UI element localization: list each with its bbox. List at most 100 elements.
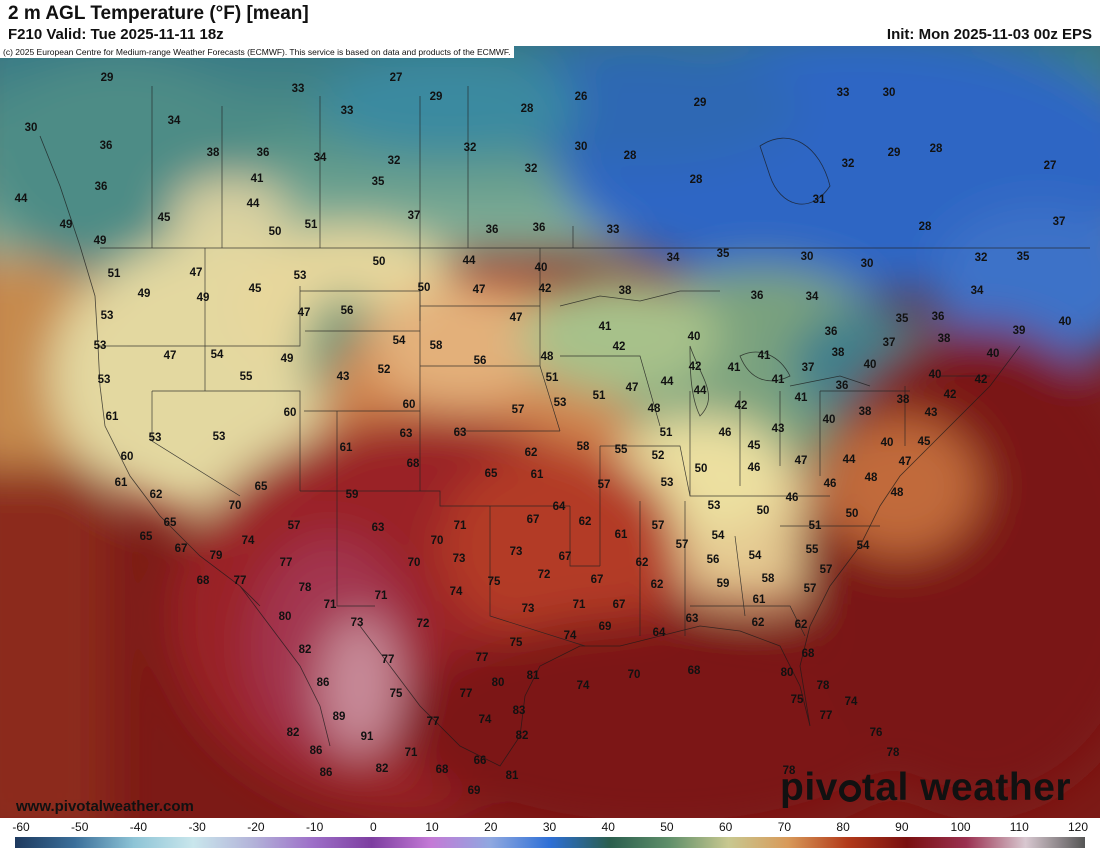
temperature-label: 44	[661, 376, 674, 388]
legend-tick-label: 50	[660, 820, 674, 834]
legend-tick-label: 60	[718, 820, 733, 834]
legend-tick-label: 70	[777, 820, 792, 834]
temperature-label: 64	[653, 627, 666, 639]
temperature-label: 57	[652, 520, 665, 532]
temperature-label: 42	[613, 341, 626, 353]
temperature-label: 59	[346, 489, 359, 501]
temperature-label: 48	[541, 351, 554, 363]
temperature-label: 49	[281, 353, 294, 365]
temperature-label: 50	[373, 256, 386, 268]
temperature-label: 82	[516, 730, 529, 742]
temperature-label: 81	[506, 770, 519, 782]
temperature-label: 29	[694, 97, 707, 109]
temperature-label: 38	[897, 394, 910, 406]
legend-tick-label: -10	[305, 820, 324, 834]
temperature-label: 41	[251, 173, 264, 185]
temperature-label: 42	[944, 389, 957, 401]
temperature-label: 53	[98, 374, 111, 386]
temperature-label: 31	[813, 194, 826, 206]
temperature-label: 28	[521, 103, 534, 115]
temperature-label: 40	[823, 414, 836, 426]
temperature-map-svg: 29 27 33 29 28 26 29 33 30 30 34 33 36 38 36 34 32 32 30 28…	[0, 46, 1100, 818]
temperature-label: 78	[299, 582, 312, 594]
temperature-label: 74	[577, 680, 590, 692]
website-url[interactable]: www.pivotalweather.com	[16, 798, 194, 815]
temperature-label: 38	[207, 147, 220, 159]
temperature-label: 61	[531, 469, 544, 481]
temperature-label: 41	[795, 392, 808, 404]
temperature-label: 50	[418, 282, 431, 294]
temperature-labels: 29 27 33 29 28 26 29 33 30 30 34 33 36 38 36 34 32 32 30 28…	[15, 72, 1072, 797]
temperature-label: 74	[564, 630, 577, 642]
temperature-label: 82	[287, 727, 300, 739]
temperature-label: 80	[492, 677, 505, 689]
legend-tick-label: 100	[950, 820, 971, 834]
temperature-label: 54	[393, 335, 406, 347]
temperature-label: 62	[150, 489, 163, 501]
temperature-label: 50	[757, 505, 770, 517]
temperature-label: 70	[431, 535, 444, 547]
legend-tick-label: 20	[484, 820, 498, 834]
temperature-label: 40	[929, 369, 942, 381]
temperature-label: 30	[801, 251, 814, 263]
temperature-label: 61	[106, 411, 119, 423]
temperature-label: 36	[95, 181, 108, 193]
temperature-label: 73	[453, 553, 466, 565]
temperature-label: 77	[427, 716, 440, 728]
temperature-label: 63	[686, 613, 699, 625]
temperature-label: 30	[25, 122, 38, 134]
state-borders	[98, 86, 1090, 647]
temperature-label: 28	[919, 221, 932, 233]
temperature-label: 49	[60, 219, 73, 231]
temperature-label: 61	[753, 594, 766, 606]
temperature-label: 65	[485, 468, 498, 480]
temperature-label: 80	[279, 611, 292, 623]
temperature-label: 46	[824, 478, 837, 490]
temperature-label: 37	[408, 210, 421, 222]
temperature-label: 62	[795, 619, 808, 631]
temperature-label: 47	[473, 284, 486, 296]
temperature-label: 35	[372, 176, 385, 188]
temperature-label: 74	[450, 586, 463, 598]
temperature-label: 36	[751, 290, 764, 302]
brand-logo: piv tal weather	[780, 766, 1071, 810]
legend-tick-label: 120	[1067, 820, 1089, 834]
temperature-label: 44	[694, 385, 707, 397]
temperature-label: 50	[269, 226, 282, 238]
temperature-label: 69	[599, 621, 612, 633]
temperature-label: 67	[591, 574, 604, 586]
temperature-label: 86	[310, 745, 323, 757]
temperature-label: 29	[101, 72, 114, 84]
temperature-label: 53	[661, 477, 674, 489]
temperature-label: 83	[513, 705, 526, 717]
temperature-label: 41	[772, 374, 785, 386]
temperature-label: 47	[510, 312, 523, 324]
temperature-label: 65	[140, 531, 153, 543]
temperature-label: 33	[837, 87, 850, 99]
legend-tick-label: 110	[1009, 820, 1029, 834]
temperature-label: 58	[762, 573, 775, 585]
temperature-label: 40	[688, 331, 701, 343]
temperature-label: 72	[538, 569, 551, 581]
temperature-label: 63	[400, 428, 413, 440]
temperature-label: 46	[748, 462, 761, 474]
temperature-label: 60	[284, 407, 297, 419]
temperature-label: 86	[320, 767, 333, 779]
temperature-label: 51	[593, 390, 606, 402]
temperature-label: 68	[197, 575, 210, 587]
temperature-label: 77	[820, 710, 833, 722]
legend-tick-label: -60	[12, 820, 30, 834]
temperature-label: 72	[417, 618, 430, 630]
temperature-label: 38	[938, 333, 951, 345]
temperature-field	[0, 46, 1100, 818]
temperature-label: 34	[971, 285, 984, 297]
temperature-label: 40	[987, 348, 1000, 360]
temperature-label: 57	[288, 520, 301, 532]
legend-tick-label: -30	[188, 820, 206, 834]
temperature-label: 44	[15, 193, 28, 205]
temperature-label: 75	[390, 688, 403, 700]
temperature-label: 77	[382, 654, 395, 666]
temperature-label: 40	[1059, 316, 1072, 328]
temperature-label: 49	[94, 235, 107, 247]
temperature-label: 65	[255, 481, 268, 493]
